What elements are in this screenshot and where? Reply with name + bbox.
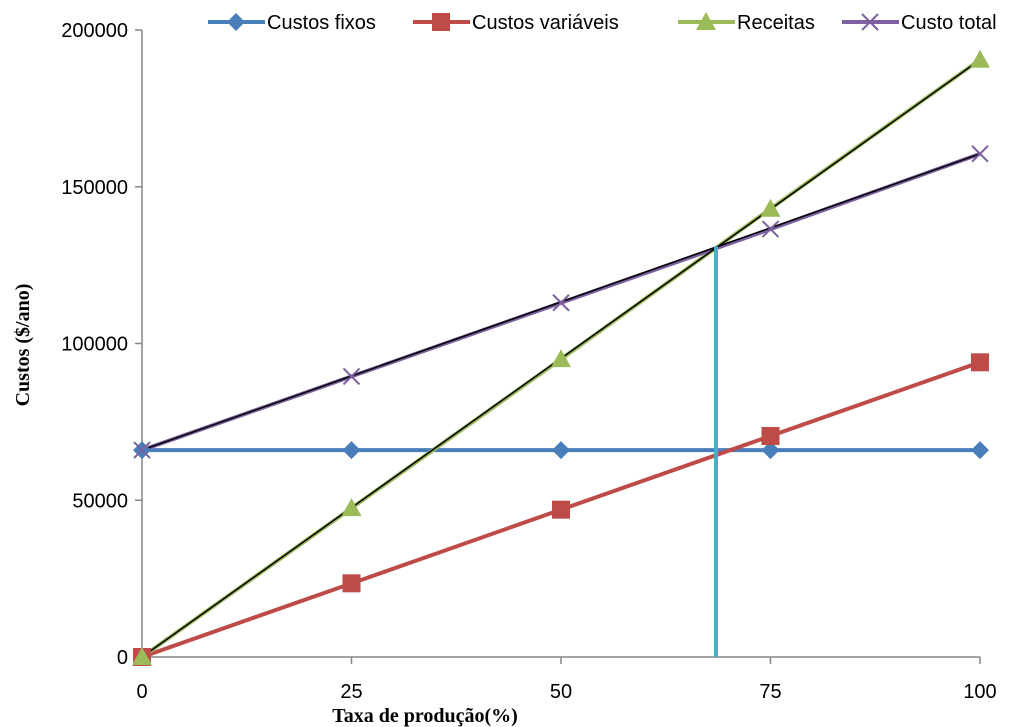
legend-marker-2: [696, 12, 716, 30]
y-tick-label: 50000: [72, 490, 128, 512]
plot-area: [132, 49, 990, 666]
x-axis-title: Taxa de produção(%): [332, 705, 518, 727]
data-point-1-1: [342, 574, 361, 593]
x-tick-label: 100: [963, 681, 996, 703]
data-point-2-2: [551, 349, 571, 368]
y-tick-label: 150000: [61, 177, 128, 199]
data-point-1-3: [761, 426, 780, 445]
y-axis-ticks: 0 50000 100000 150000 200000: [61, 20, 142, 669]
data-point-0-4: [971, 441, 989, 460]
x-axis-ticks: 0 25 50 75 100: [136, 657, 997, 703]
y-tick-label: 100000: [61, 334, 128, 356]
data-point-3-1: [342, 367, 361, 386]
legend-label-2: Receitas: [737, 12, 815, 34]
data-point-3-0: [133, 441, 151, 459]
data-point-2-1: [341, 498, 362, 517]
legend-marker-0: [227, 13, 245, 31]
data-point-3-3: [761, 220, 780, 238]
x-axis: 0 25 50 75 100: [136, 656, 997, 703]
legend-marker-1: [432, 13, 450, 31]
legend-label-1: Custos variáveis: [472, 12, 619, 34]
x-tick-label: 75: [759, 681, 781, 703]
data-point-2-0: [132, 647, 152, 665]
data-point-2-3: [760, 198, 781, 217]
legend-marker-3: [861, 13, 879, 31]
data-point-2-4: [970, 49, 990, 68]
data-point-0-3: [761, 441, 780, 460]
x-tick-label: 25: [340, 681, 362, 703]
x-tick-label: 50: [550, 681, 572, 703]
data-point-3-2: [552, 294, 570, 312]
data-point-0-1: [342, 441, 361, 460]
y-tick-label: 0: [117, 647, 128, 669]
data-point-1-4: [971, 353, 989, 372]
legend: Custos fixos Custos variáveis Receitas Cust…: [208, 12, 997, 34]
x-tick-label: 0: [136, 681, 147, 703]
y-axis: 0 50000 100000 150000 200000: [61, 20, 143, 669]
y-tick-label: 200000: [61, 20, 128, 42]
legend-label-0: Custos fixos: [267, 12, 376, 34]
y-axis-title: Custos ($/ano): [12, 284, 34, 407]
data-point-0-2: [552, 441, 570, 460]
data-point-3-4: [971, 145, 989, 163]
data-point-1-2: [552, 500, 570, 519]
legend-label-3: Custo total: [901, 12, 997, 34]
